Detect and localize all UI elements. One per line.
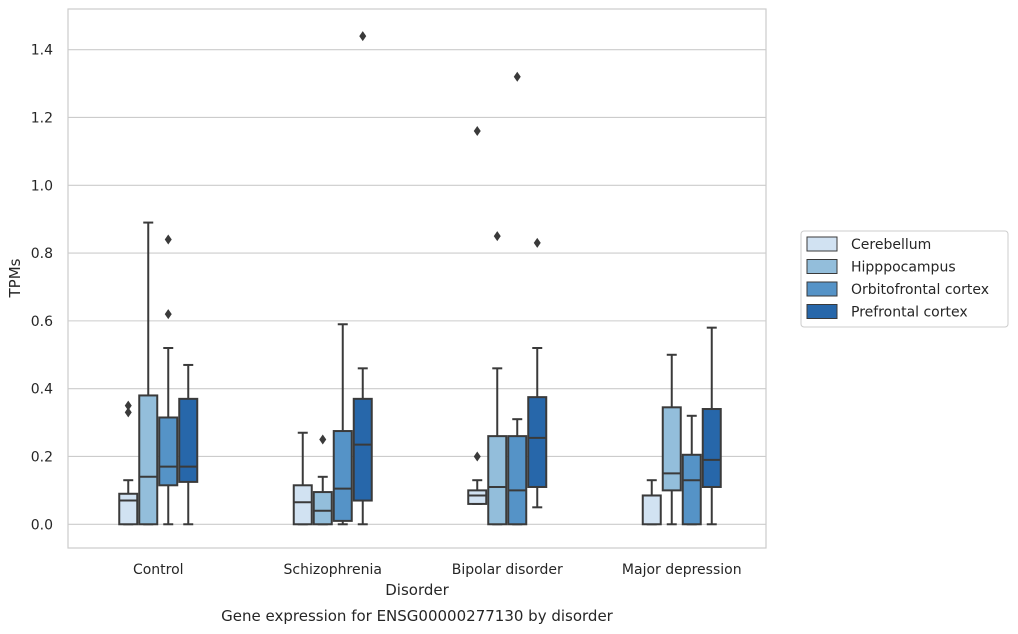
iqr-box (352, 397, 373, 502)
iqr-box (178, 397, 199, 483)
iqr-box (138, 394, 159, 526)
iqr-box (332, 430, 353, 522)
iqr-box (507, 435, 528, 526)
legend-swatch (806, 259, 838, 274)
outlier-point (124, 400, 132, 411)
box-prefrontal-cortex (527, 237, 548, 509)
x-category-label: Major depression (622, 562, 742, 578)
iqr-box (527, 396, 548, 488)
y-tick-label: 1.4 (31, 43, 53, 59)
legend-label: Hipppocampus (851, 260, 956, 276)
box-cerebellum (467, 126, 488, 505)
box-series (118, 31, 722, 526)
y-tick-label: 1.2 (31, 110, 53, 126)
y-tick-label: 0.8 (31, 246, 53, 262)
legend-swatch (806, 281, 838, 297)
box-hipppocampus (312, 434, 333, 526)
iqr-box (701, 408, 722, 488)
y-tick-label: 0.4 (31, 382, 53, 398)
outlier-point (124, 407, 132, 418)
x-axis-title: Disorder (385, 581, 449, 599)
outlier-point (533, 237, 541, 248)
plot-frame (67, 8, 767, 549)
x-category-label: Bipolar disorder (452, 562, 563, 578)
iqr-box (312, 491, 333, 526)
box-cerebellum (641, 479, 662, 526)
legend-label: Prefrontal cortex (851, 305, 968, 321)
outlier-point (493, 231, 501, 242)
iqr-box (118, 492, 139, 526)
y-tick-labels: 0.0 0.2 0.4 0.6 0.8 1.0 1.2 1.4 (31, 43, 53, 534)
y-tick-label: 0.0 (31, 517, 53, 533)
iqr-box (661, 406, 682, 492)
y-tick-label: 1.0 (31, 178, 53, 194)
legend-label: Cerebellum (851, 237, 931, 253)
box-orbitofrontal-cortex (681, 414, 702, 526)
iqr-box (292, 484, 313, 526)
x-category-label: Control (133, 562, 184, 578)
x-category-labels: Control Schizophrenia Bipolar disorder Majo… (133, 562, 742, 578)
legend-swatch (806, 236, 838, 252)
outlier-point (319, 434, 327, 445)
outlier-point (164, 309, 172, 320)
legend-frame (800, 230, 1009, 328)
chart-caption: Gene expression for ENSG00000277130 by d… (221, 607, 614, 625)
box-orbitofrontal-cortex (332, 323, 353, 526)
legend-label: Orbitofrontal cortex (851, 282, 989, 298)
box-cerebellum (118, 400, 139, 526)
iqr-box (158, 416, 179, 487)
box-orbitofrontal-cortex (507, 71, 528, 526)
y-tick-label: 0.2 (31, 449, 53, 465)
outlier-point (473, 451, 481, 462)
y-tick-label: 0.6 (31, 314, 53, 330)
outlier-point (473, 126, 481, 137)
box-orbitofrontal-cortex (158, 234, 179, 526)
box-prefrontal-cortex (178, 363, 199, 526)
x-category-label: Schizophrenia (284, 562, 382, 578)
legend-swatch (806, 304, 838, 319)
box-prefrontal-cortex (352, 31, 373, 526)
box-hipppocampus (487, 231, 508, 526)
box-hipppocampus (138, 221, 159, 526)
outlier-point (164, 234, 172, 245)
box-prefrontal-cortex (701, 326, 722, 526)
box-hipppocampus (661, 353, 682, 526)
legend: Cerebellum Hipppocampus Orbitofrontal cort… (800, 230, 1009, 328)
iqr-box (487, 435, 508, 526)
y-axis-title: TPMs (6, 258, 24, 298)
outlier-point (359, 31, 367, 42)
outlier-point (513, 71, 521, 82)
iqr-box (681, 453, 702, 526)
iqr-box (641, 494, 662, 526)
box-cerebellum (292, 431, 313, 526)
iqr-box (467, 489, 488, 505)
